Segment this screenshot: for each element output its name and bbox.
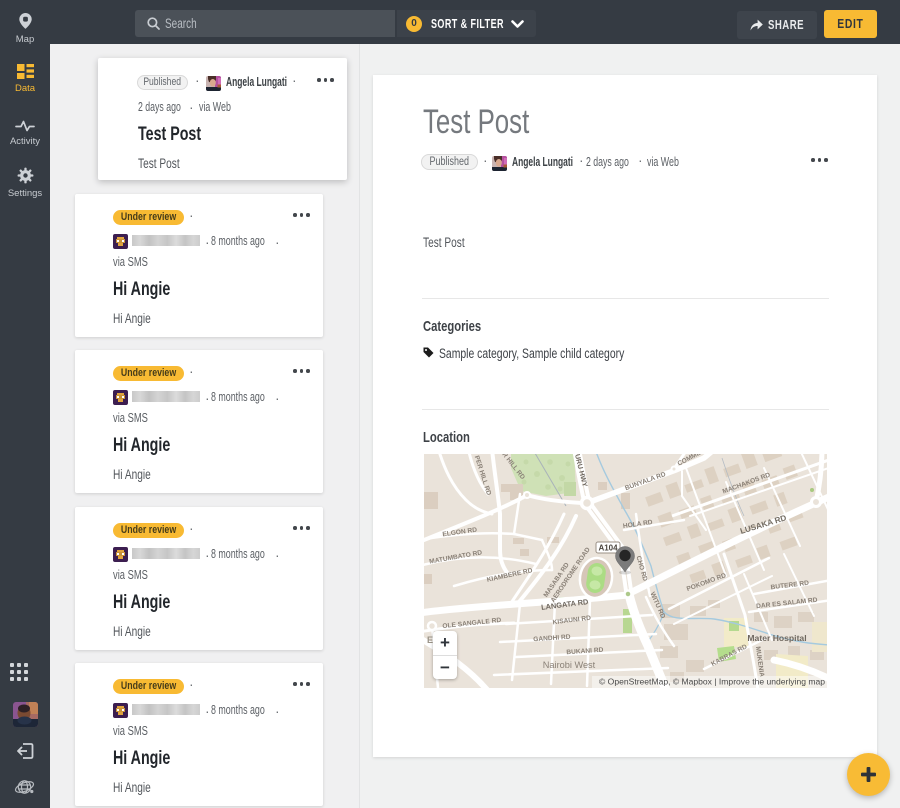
svg-text:Mater Hospital: Mater Hospital [747,633,806,643]
svg-text:© OpenStreetMap, © Mapbox | Im: © OpenStreetMap, © Mapbox | Improve the … [599,677,825,687]
svg-text:GANDHI RD: GANDHI RD [533,634,571,644]
svg-text:Nairobi West: Nairobi West [543,660,596,670]
svg-text:HOLA RD: HOLA RD [623,519,654,530]
svg-text:MUKENIA: MUKENIA [754,646,765,678]
svg-text:BUKANI RD: BUKANI RD [566,647,604,657]
svg-text:A104: A104 [598,544,618,553]
svg-text:BUTERE RD: BUTERE RD [770,580,809,592]
svg-text:ELGON RD: ELGON RD [442,527,478,539]
svg-text:KISAUNI RD: KISAUNI RD [552,615,591,627]
